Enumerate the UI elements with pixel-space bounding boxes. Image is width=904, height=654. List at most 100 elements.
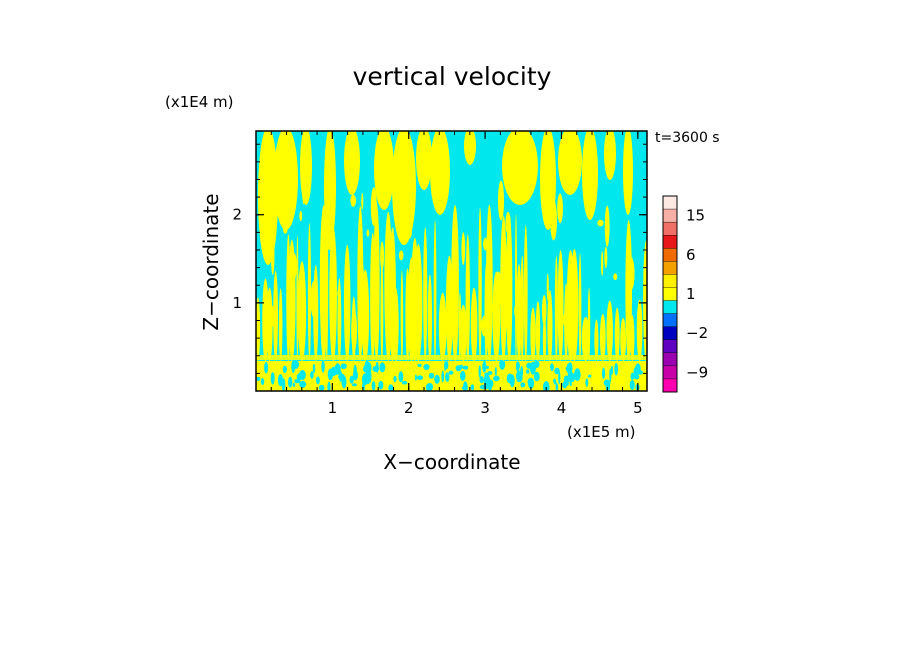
downdraft-cell — [393, 375, 397, 383]
updraft-plume — [486, 204, 493, 361]
updraft-plume — [329, 226, 337, 361]
updraft-fragment — [541, 294, 547, 326]
colorbar-cell — [662, 248, 678, 262]
downdraft-cell — [520, 375, 523, 381]
downdraft-cell — [534, 371, 540, 382]
updraft-fragment — [362, 277, 368, 290]
x-axis-title: X−coordinate — [383, 450, 520, 474]
colorbar-frame — [662, 195, 678, 393]
updraft-plume — [337, 278, 342, 361]
time-label: t=3600 s — [655, 130, 720, 146]
downdraft-cell — [488, 379, 494, 388]
downdraft-cell — [260, 378, 265, 385]
updraft-plume — [557, 250, 564, 361]
downdraft-cell — [340, 363, 347, 370]
downdraft-cell — [587, 374, 592, 378]
updraft-plume — [581, 316, 590, 361]
updraft-plume — [606, 300, 613, 362]
colorbar-cell — [662, 365, 678, 380]
downdraft-cell — [292, 360, 299, 369]
downdraft-cell — [425, 383, 433, 391]
downdraft-cell — [441, 370, 445, 383]
upper-plume — [344, 131, 360, 195]
upper-plume — [430, 131, 450, 215]
upper-plume — [274, 131, 298, 230]
colorbar-cell — [662, 326, 678, 341]
updraft-plume — [643, 240, 647, 361]
x-tick-label: 5 — [633, 399, 643, 417]
downdraft-cell — [327, 381, 331, 391]
updraft-plume — [459, 304, 467, 361]
downdraft-cell — [341, 374, 345, 382]
downdraft-cell — [378, 380, 384, 390]
downdraft-cell — [585, 378, 589, 387]
downdraft-cell — [414, 374, 417, 381]
updraft-plume — [343, 244, 351, 361]
updraft-plume — [620, 317, 627, 361]
updraft-fragment — [409, 262, 414, 274]
contour-field — [256, 131, 647, 391]
downdraft-cell — [318, 384, 325, 391]
updraft-plume — [380, 261, 384, 361]
x-unit-label: (x1E5 m) — [567, 423, 636, 441]
updraft-fragment — [568, 252, 573, 292]
upper-plume — [416, 131, 432, 190]
downdraft-cell — [515, 361, 520, 370]
updraft-plume — [470, 287, 478, 362]
updraft-fragment — [483, 237, 489, 251]
downdraft-cell — [470, 384, 475, 391]
updraft-plume — [451, 205, 459, 361]
updraft-fragment — [406, 225, 412, 239]
updraft-fragment — [370, 187, 377, 226]
downdraft-cell — [294, 379, 301, 384]
downdraft-cell — [602, 367, 606, 380]
updraft-fragment — [270, 305, 277, 327]
downdraft-cell — [428, 372, 435, 379]
colorbar-cell — [662, 261, 678, 275]
downdraft-cell — [459, 370, 466, 381]
colorbar-cell — [662, 287, 678, 302]
downdraft-cell — [462, 365, 469, 370]
updraft-fragment — [279, 192, 285, 214]
downdraft-cell — [288, 376, 293, 388]
x-tick-labels: 1 2 3 4 5 — [328, 399, 643, 417]
downdraft-cell — [482, 360, 487, 373]
downdraft-cell — [553, 378, 556, 384]
updraft-plume — [297, 261, 307, 362]
colorbar-cell — [662, 378, 678, 393]
colorbar-cell — [662, 221, 678, 236]
x-tick-label: 2 — [404, 399, 414, 417]
colorbar-cell — [662, 274, 678, 288]
plot-area — [255, 130, 648, 392]
downdraft-cell — [292, 382, 296, 387]
colorbar-label: −9 — [686, 363, 708, 381]
updraft-fragment — [350, 194, 357, 207]
updraft-plume — [278, 288, 283, 361]
updraft-plume — [478, 207, 482, 361]
downdraft-cell — [543, 381, 550, 391]
downdraft-cell — [444, 360, 447, 372]
downdraft-cell — [282, 365, 287, 373]
upper-plume — [604, 131, 616, 180]
colorbar-label: −2 — [686, 324, 708, 342]
downdraft-cell — [367, 379, 370, 385]
updraft-plume — [414, 244, 423, 361]
downdraft-cell — [550, 363, 554, 372]
downdraft-cell — [499, 359, 506, 370]
upper-plume — [582, 131, 598, 220]
updraft-plume — [445, 255, 453, 361]
downdraft-cell — [315, 376, 320, 385]
downdraft-cell — [448, 370, 454, 375]
downdraft-cell — [562, 381, 568, 389]
downdraft-cell — [368, 371, 372, 383]
updraft-plume — [625, 220, 633, 361]
updraft-fragment — [270, 235, 275, 275]
downdraft-cell — [417, 363, 422, 367]
colorbar-label: 6 — [686, 246, 696, 264]
downdraft-cell — [270, 372, 275, 385]
updraft-fragment — [503, 288, 508, 330]
downdraft-cell — [526, 369, 530, 374]
updraft-plume — [307, 222, 312, 361]
colorbar-cell — [662, 352, 678, 367]
downdraft-cell — [637, 370, 643, 375]
